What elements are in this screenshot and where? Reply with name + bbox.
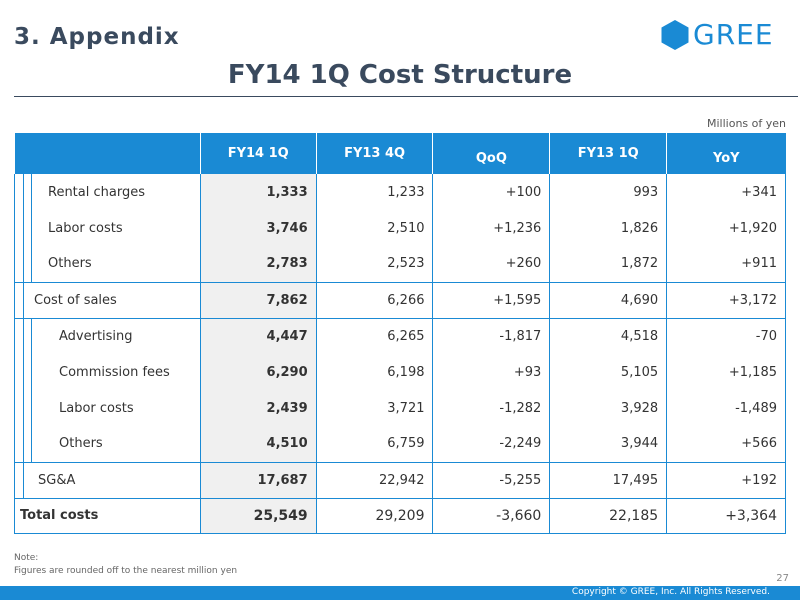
header-blank	[14, 133, 201, 174]
column-header-qoq: QoQ	[432, 133, 551, 174]
cell-qoq: +100	[432, 174, 551, 210]
footnote: Note: Figures are rounded off to the nea…	[14, 552, 237, 578]
cell-yoy: +3,364	[666, 498, 786, 534]
section-title: 3. Appendix	[14, 24, 180, 50]
cell-yoy: +566	[666, 426, 786, 462]
table-row: Others 4,510 6,759 -2,249 3,944 +566	[14, 425, 786, 462]
units-label: Millions of yen	[707, 117, 786, 130]
cell-fy13-4q: 1,233	[316, 174, 434, 210]
column-header-fy14-1q: FY14 1Q	[200, 133, 317, 174]
cell-fy14-1q: 17,687	[200, 461, 317, 499]
cell-fy14-1q: 25,549	[200, 498, 317, 534]
table-row-subtotal: SG&A 17,687 22,942 -5,255 17,495 +192	[14, 461, 786, 499]
cell-fy14-1q: 4,447	[200, 318, 317, 354]
cell-yoy: -1,489	[666, 390, 786, 426]
footer-bar: Copyright © GREE, Inc. All Rights Reserv…	[0, 586, 800, 600]
column-header-yoy: YoY	[666, 133, 786, 174]
cell-fy14-1q: 3,746	[200, 210, 317, 246]
cell-fy13-1q: 4,518	[549, 318, 668, 354]
copyright-text: Copyright © GREE, Inc. All Rights Reserv…	[571, 587, 770, 597]
page-number: 27	[776, 573, 789, 584]
footnote-heading: Note:	[14, 553, 39, 563]
footnote-text: Figures are rounded off to the nearest m…	[14, 566, 238, 576]
cell-qoq: -5,255	[432, 461, 551, 499]
cell-fy13-4q: 2,523	[316, 246, 434, 282]
row-label: Commission fees	[14, 353, 201, 390]
cell-fy13-1q: 4,690	[549, 281, 668, 319]
row-label: Rental charges	[14, 173, 201, 210]
cell-fy13-4q: 6,266	[316, 281, 434, 319]
cell-fy13-4q: 6,198	[316, 354, 434, 390]
cell-qoq: -2,249	[432, 426, 551, 462]
cell-qoq: -1,817	[432, 318, 551, 354]
row-label: Others	[14, 245, 201, 282]
row-label: Total costs	[14, 498, 201, 534]
table-row: Advertising 4,447 6,265 -1,817 4,518 -70	[14, 317, 786, 354]
cell-fy13-4q: 6,265	[316, 318, 434, 354]
table-header-row: FY14 1Q FY13 4Q QoQ FY13 1Q YoY	[14, 133, 786, 174]
cell-yoy: +911	[666, 246, 786, 282]
row-label: Labor costs	[14, 209, 201, 246]
row-label: Labor costs	[14, 389, 201, 426]
cell-fy13-1q: 1,872	[549, 246, 668, 282]
cell-fy14-1q: 2,439	[200, 390, 317, 426]
cell-qoq: -1,282	[432, 390, 551, 426]
cell-qoq: +260	[432, 246, 551, 282]
cell-fy13-1q: 993	[549, 174, 668, 210]
cell-fy14-1q: 6,290	[200, 354, 317, 390]
row-label: SG&A	[14, 461, 201, 499]
table-row: Commission fees 6,290 6,198 +93 5,105 +1…	[14, 353, 786, 390]
title-divider	[14, 96, 798, 97]
cell-fy13-1q: 22,185	[549, 498, 668, 534]
cell-fy13-1q: 3,944	[549, 426, 668, 462]
row-label: Others	[14, 425, 201, 462]
table-row-subtotal: Cost of sales 7,862 6,266 +1,595 4,690 +…	[14, 281, 786, 319]
table-row: Labor costs 3,746 2,510 +1,236 1,826 +1,…	[14, 209, 786, 246]
row-label: Cost of sales	[14, 281, 201, 319]
cell-qoq: -3,660	[432, 498, 551, 534]
cell-fy14-1q: 1,333	[200, 174, 317, 210]
cell-fy13-4q: 29,209	[316, 498, 434, 534]
logo-text: GREE	[693, 18, 774, 51]
column-header-fy13-1q: FY13 1Q	[549, 133, 668, 174]
cell-yoy: +1,185	[666, 354, 786, 390]
cell-fy14-1q: 4,510	[200, 426, 317, 462]
cell-qoq: +93	[432, 354, 551, 390]
cell-fy13-4q: 3,721	[316, 390, 434, 426]
cell-fy13-1q: 5,105	[549, 354, 668, 390]
cost-structure-table: FY14 1Q FY13 4Q QoQ FY13 1Q YoY Rental c…	[14, 133, 786, 534]
cell-fy14-1q: 7,862	[200, 281, 317, 319]
cell-yoy: -70	[666, 318, 786, 354]
cell-fy13-4q: 6,759	[316, 426, 434, 462]
table-row: Rental charges 1,333 1,233 +100 993 +341	[14, 173, 786, 210]
cell-fy13-1q: 1,826	[549, 210, 668, 246]
cell-yoy: +341	[666, 174, 786, 210]
cell-qoq: +1,236	[432, 210, 551, 246]
table-row: Labor costs 2,439 3,721 -1,282 3,928 -1,…	[14, 389, 786, 426]
cell-fy14-1q: 2,783	[200, 246, 317, 282]
table-row-total: Total costs 25,549 29,209 -3,660 22,185 …	[14, 498, 786, 534]
row-label: Advertising	[14, 317, 201, 354]
cell-qoq: +1,595	[432, 281, 551, 319]
table-row: Others 2,783 2,523 +260 1,872 +911	[14, 245, 786, 282]
cell-fy13-1q: 17,495	[549, 461, 668, 499]
cell-yoy: +1,920	[666, 210, 786, 246]
gree-logo: GREE	[660, 18, 774, 51]
cell-yoy: +3,172	[666, 281, 786, 319]
cell-fy13-4q: 22,942	[316, 461, 434, 499]
page-title: FY14 1Q Cost Structure	[227, 60, 573, 90]
column-header-fy13-4q: FY13 4Q	[316, 133, 434, 174]
hexagon-logo-icon	[661, 19, 689, 50]
cell-yoy: +192	[666, 461, 786, 499]
cell-fy13-4q: 2,510	[316, 210, 434, 246]
cell-fy13-1q: 3,928	[549, 390, 668, 426]
